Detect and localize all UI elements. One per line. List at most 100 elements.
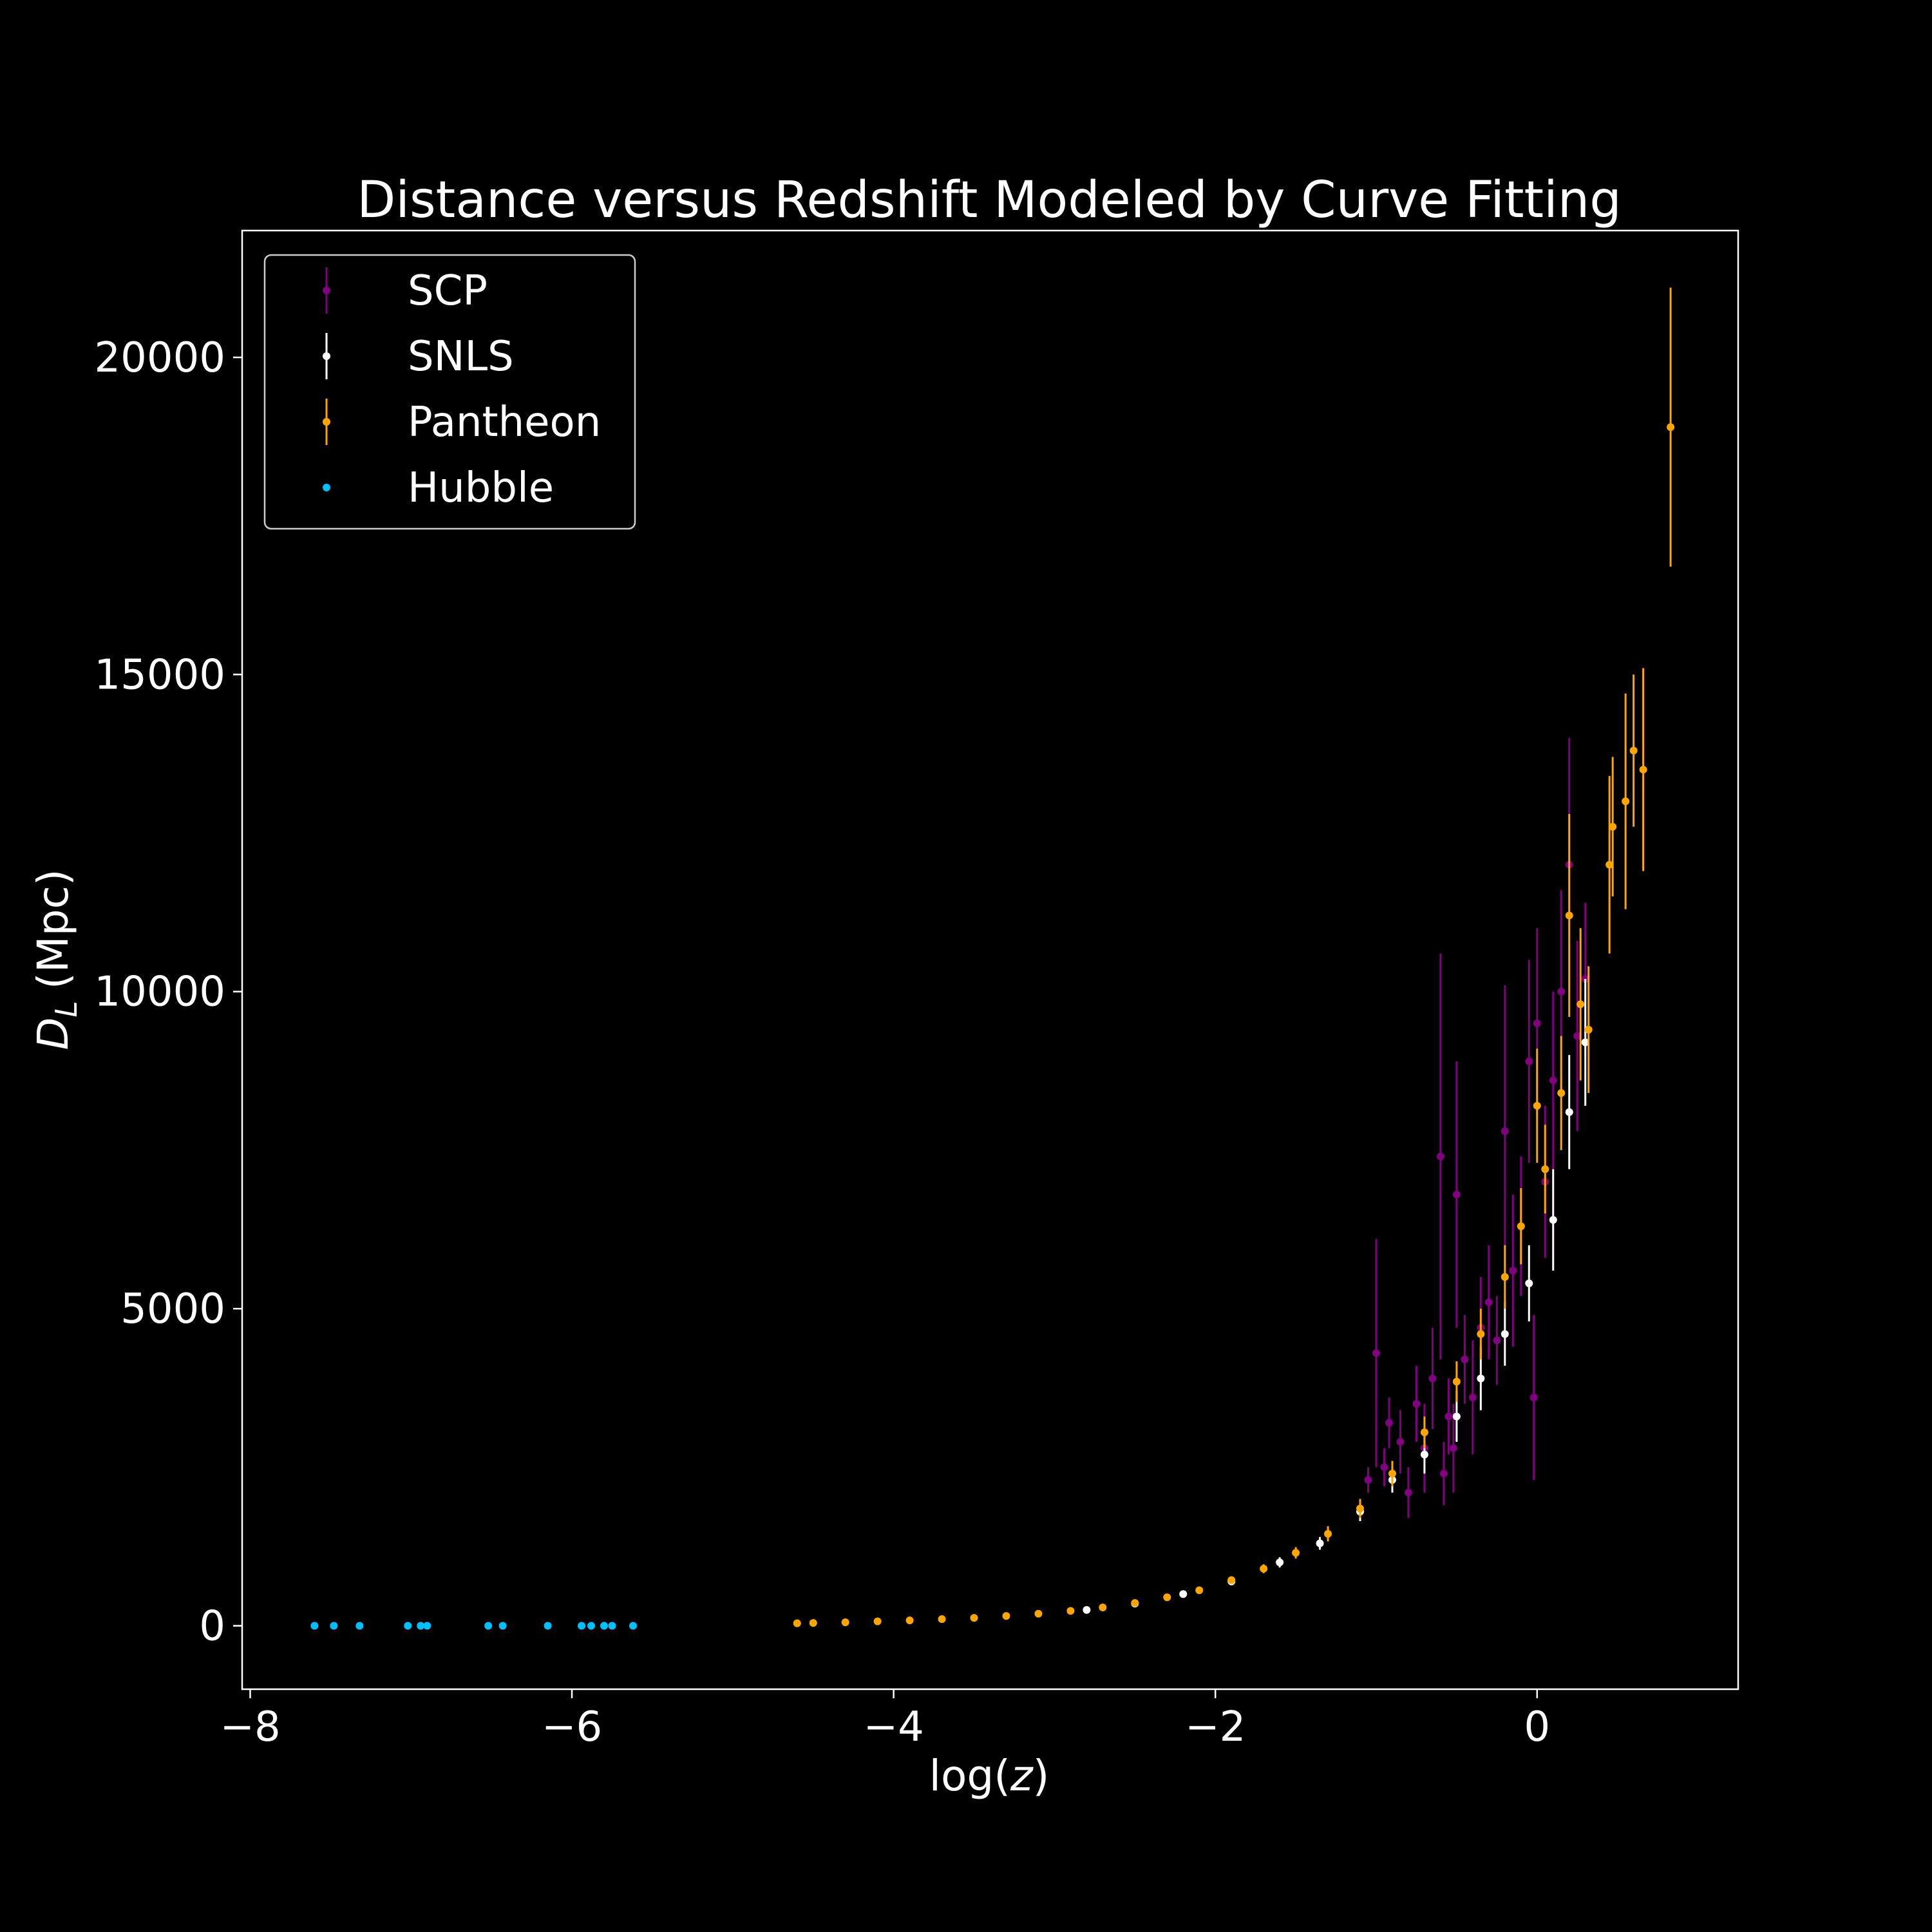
y-axis-label-unit: (Mpc): [28, 869, 78, 989]
data-point: [1364, 1476, 1372, 1484]
data-point: [1501, 1127, 1509, 1135]
data-point: [1565, 1108, 1573, 1116]
data-point: [608, 1622, 616, 1630]
data-point: [1066, 1607, 1075, 1615]
y-tick-label: 20000: [94, 334, 225, 382]
data-point: [1541, 1165, 1549, 1173]
x-tick-label: −2: [1185, 1703, 1245, 1751]
data-point: [1002, 1612, 1010, 1620]
series-hubble: [310, 1622, 637, 1630]
legend-label: SNLS: [408, 333, 514, 381]
x-axis-label-variable: z: [1010, 1751, 1034, 1801]
data-point: [1385, 1419, 1393, 1427]
y-axis-label-main: D: [28, 1018, 78, 1050]
y-tick-label: 10000: [94, 969, 225, 1016]
x-tick-label: −4: [863, 1703, 923, 1751]
plot-area: [310, 287, 1675, 1630]
data-point: [1396, 1437, 1405, 1446]
legend-marker: [323, 418, 330, 426]
data-point: [587, 1622, 596, 1630]
data-point: [1565, 911, 1573, 920]
data-point: [1581, 1038, 1589, 1046]
data-point: [1549, 1216, 1557, 1224]
data-point: [310, 1622, 319, 1630]
data-point: [1573, 1032, 1582, 1040]
data-point: [1420, 1450, 1428, 1459]
legend-label: SCP: [408, 267, 488, 315]
data-point: [1629, 746, 1638, 755]
data-point: [1034, 1609, 1043, 1618]
data-point: [1420, 1428, 1428, 1437]
data-point: [355, 1622, 364, 1630]
legend-marker: [323, 484, 330, 491]
y-tick-label: 5000: [120, 1285, 225, 1333]
data-point: [1557, 1089, 1566, 1097]
data-point: [1099, 1603, 1107, 1611]
data-point: [1452, 1412, 1461, 1421]
data-point: [1577, 1000, 1585, 1009]
data-point: [1436, 1152, 1444, 1160]
data-point: [1530, 1394, 1538, 1401]
y-axis-label: DL (Mpc): [28, 869, 84, 1050]
data-point: [1584, 1025, 1593, 1034]
legend-marker: [323, 287, 330, 294]
data-point: [1131, 1599, 1139, 1607]
data-point: [1501, 1273, 1509, 1281]
data-point: [1324, 1530, 1332, 1538]
data-point: [1316, 1539, 1324, 1548]
data-point: [1439, 1470, 1448, 1478]
data-point: [1179, 1590, 1188, 1598]
data-point: [809, 1619, 817, 1627]
x-axis: −8 −6 −4 −2 0: [220, 1689, 1550, 1751]
data-point: [330, 1622, 338, 1630]
x-tick-label: 0: [1524, 1703, 1550, 1751]
data-point: [1477, 1330, 1485, 1338]
data-point: [1484, 1298, 1493, 1307]
data-point: [1477, 1374, 1485, 1383]
data-point: [1356, 1504, 1365, 1513]
y-tick-label: 15000: [94, 651, 225, 699]
data-point: [1493, 1336, 1501, 1345]
data-point: [1163, 1593, 1171, 1602]
legend: SCP SNLS Pantheon Hubble: [263, 254, 636, 530]
data-point: [1449, 1444, 1457, 1452]
data-point: [905, 1616, 914, 1625]
data-point: [1227, 1576, 1236, 1584]
chart-title: Distance versus Redshift Modeled by Curv…: [357, 171, 1621, 229]
data-point: [1549, 1076, 1557, 1084]
data-point: [1533, 1019, 1541, 1027]
data-point: [1404, 1488, 1412, 1497]
data-point: [629, 1622, 637, 1630]
data-point: [600, 1622, 609, 1630]
data-point: [1195, 1586, 1204, 1595]
legend-box: [263, 254, 636, 530]
data-point: [423, 1622, 431, 1630]
data-point: [938, 1615, 946, 1624]
data-point: [404, 1622, 412, 1630]
data-point: [1609, 822, 1617, 831]
data-point: [1428, 1374, 1437, 1383]
data-point: [544, 1622, 552, 1630]
data-point: [1468, 1394, 1477, 1401]
data-point: [841, 1618, 849, 1627]
data-point: [1517, 1222, 1525, 1231]
series-pantheon: [793, 287, 1675, 1627]
x-axis-label-suffix: ): [1033, 1751, 1050, 1801]
data-point: [1372, 1349, 1380, 1358]
x-axis-label-prefix: log(: [929, 1751, 1010, 1801]
data-point: [1533, 1102, 1541, 1110]
legend-label: Hubble: [408, 464, 554, 512]
data-point: [578, 1622, 586, 1630]
data-point: [1452, 1378, 1461, 1386]
data-point: [873, 1617, 882, 1625]
data-point: [484, 1622, 493, 1630]
data-point: [1639, 766, 1647, 774]
data-point: [1292, 1549, 1300, 1557]
data-point: [417, 1622, 425, 1630]
data-point: [1276, 1558, 1284, 1567]
data-point: [1260, 1564, 1268, 1573]
x-axis-label: log(z): [929, 1751, 1050, 1801]
data-point: [1461, 1355, 1469, 1363]
legend-marker: [323, 352, 330, 360]
